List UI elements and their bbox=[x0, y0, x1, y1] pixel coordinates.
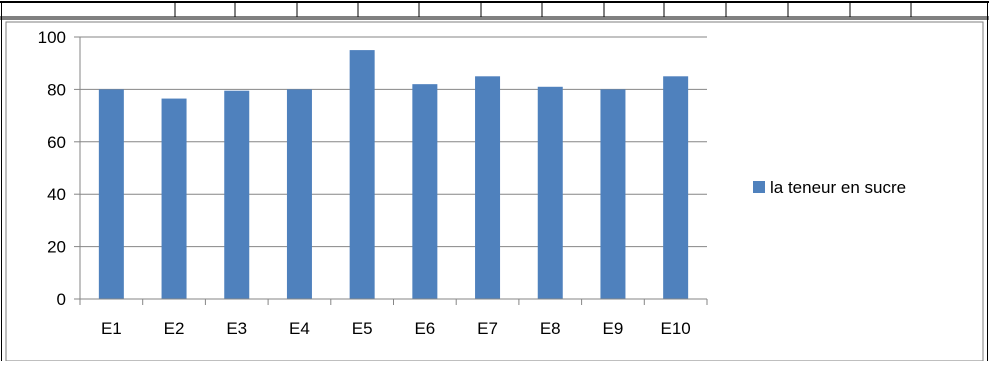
bar bbox=[224, 90, 250, 300]
y-tick-label: 60 bbox=[47, 133, 66, 152]
legend: la teneur en sucre bbox=[753, 178, 906, 197]
y-tick-label: 80 bbox=[47, 80, 66, 99]
x-tick-label: E9 bbox=[603, 319, 624, 338]
bar bbox=[98, 89, 124, 300]
x-tick-label: E1 bbox=[101, 319, 122, 338]
axes bbox=[79, 37, 708, 305]
bar bbox=[286, 89, 312, 300]
legend-label: la teneur en sucre bbox=[770, 178, 906, 197]
y-tick-label: 20 bbox=[47, 238, 66, 257]
legend-swatch bbox=[753, 181, 765, 193]
y-tick-label: 100 bbox=[38, 28, 66, 47]
x-tick-label: E7 bbox=[477, 319, 498, 338]
x-tick-label: E10 bbox=[661, 319, 691, 338]
x-tick-label: E8 bbox=[540, 319, 561, 338]
bar bbox=[412, 84, 438, 299]
bar bbox=[349, 50, 375, 299]
x-tick-label: E2 bbox=[164, 319, 185, 338]
x-tick-label: E3 bbox=[226, 319, 247, 338]
bar bbox=[161, 98, 187, 299]
bar bbox=[663, 76, 689, 299]
x-tick-label: E4 bbox=[289, 319, 310, 338]
bar bbox=[475, 76, 501, 299]
table-cell-dividers bbox=[174, 2, 912, 17]
x-tick-label: E5 bbox=[352, 319, 373, 338]
y-tick-label: 0 bbox=[57, 290, 66, 309]
x-tick-label: E6 bbox=[414, 319, 435, 338]
x-tick-labels: E1 E2 E3 E4 E5 E6 E7 E8 E9 E10 bbox=[101, 319, 691, 338]
bar bbox=[600, 89, 626, 300]
bar bbox=[537, 86, 563, 299]
y-tick-labels: 0 20 40 60 80 100 bbox=[38, 28, 66, 309]
bars bbox=[98, 50, 689, 300]
y-tick-label: 40 bbox=[47, 185, 66, 204]
